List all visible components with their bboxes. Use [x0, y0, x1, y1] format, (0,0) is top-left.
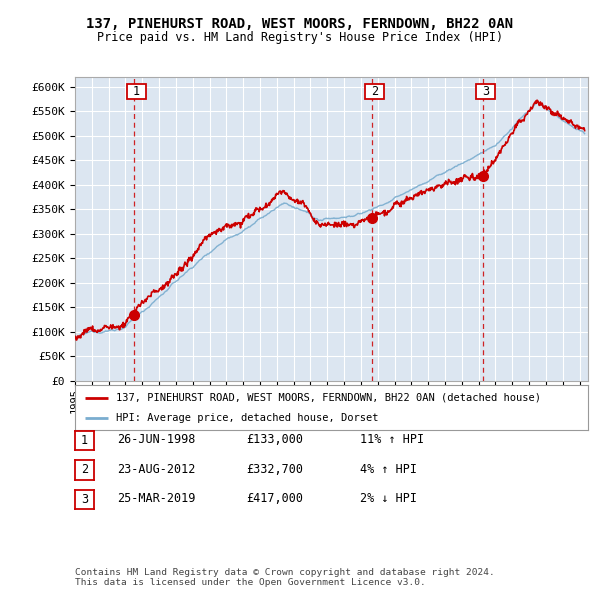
Text: 2% ↓ HPI: 2% ↓ HPI — [360, 492, 417, 505]
Text: £417,000: £417,000 — [246, 492, 303, 505]
FancyBboxPatch shape — [365, 84, 384, 99]
Text: Contains HM Land Registry data © Crown copyright and database right 2024.
This d: Contains HM Land Registry data © Crown c… — [75, 568, 495, 587]
FancyBboxPatch shape — [127, 84, 146, 99]
Text: Price paid vs. HM Land Registry's House Price Index (HPI): Price paid vs. HM Land Registry's House … — [97, 31, 503, 44]
Text: HPI: Average price, detached house, Dorset: HPI: Average price, detached house, Dors… — [116, 414, 379, 424]
Text: 3: 3 — [482, 85, 489, 98]
FancyBboxPatch shape — [476, 84, 494, 99]
Text: 1: 1 — [133, 85, 140, 98]
Text: 137, PINEHURST ROAD, WEST MOORS, FERNDOWN, BH22 0AN: 137, PINEHURST ROAD, WEST MOORS, FERNDOW… — [86, 17, 514, 31]
Text: £133,000: £133,000 — [246, 433, 303, 446]
Text: 11% ↑ HPI: 11% ↑ HPI — [360, 433, 424, 446]
Text: 25-MAR-2019: 25-MAR-2019 — [117, 492, 196, 505]
Text: 1: 1 — [81, 434, 88, 447]
Text: 2: 2 — [81, 463, 88, 477]
Text: 137, PINEHURST ROAD, WEST MOORS, FERNDOWN, BH22 0AN (detached house): 137, PINEHURST ROAD, WEST MOORS, FERNDOW… — [116, 393, 541, 402]
Text: 2: 2 — [371, 85, 378, 98]
Text: 4% ↑ HPI: 4% ↑ HPI — [360, 463, 417, 476]
Text: 3: 3 — [81, 493, 88, 506]
Text: 23-AUG-2012: 23-AUG-2012 — [117, 463, 196, 476]
Text: £332,700: £332,700 — [246, 463, 303, 476]
Text: 26-JUN-1998: 26-JUN-1998 — [117, 433, 196, 446]
